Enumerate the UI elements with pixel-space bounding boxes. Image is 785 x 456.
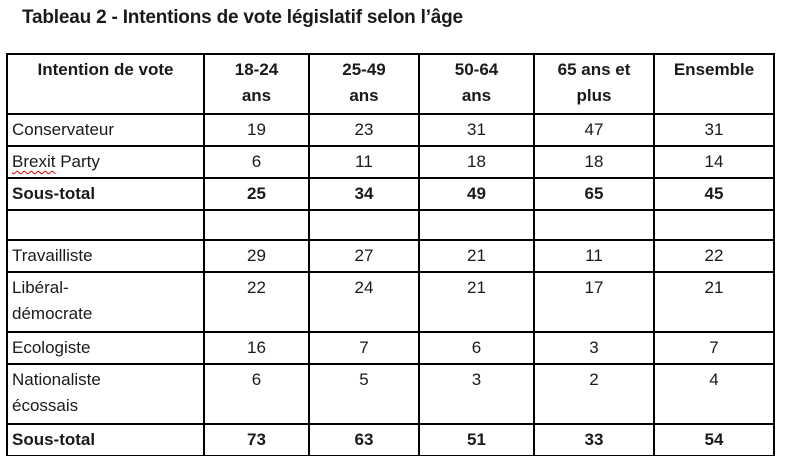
- table-cell: 25: [203, 177, 310, 211]
- column-header-intention: Intention de vote: [6, 53, 205, 115]
- header-row: Intention de vote 18-24 ans 25-49 ans 50…: [6, 53, 775, 115]
- header-line1: 50-64: [454, 60, 499, 79]
- table-cell: 27: [308, 239, 420, 273]
- empty-cell: [533, 209, 655, 241]
- table-cell: 21: [653, 271, 775, 333]
- row-label-brexit-party: Brexit Party: [6, 145, 205, 179]
- row-label-liberal-democrate: Libéral- démocrate: [6, 271, 205, 333]
- row-label-sous-total: Sous-total: [6, 423, 205, 456]
- table-cell: 21: [418, 271, 535, 333]
- column-header-65-plus: 65 ans et plus: [533, 53, 655, 115]
- empty-cell: [653, 209, 775, 241]
- table-cell: 2: [533, 363, 655, 425]
- table-cell: 3: [418, 363, 535, 425]
- header-line2: ans: [349, 86, 379, 105]
- table-row-ecologiste: Ecologiste 16 7 6 3 7: [6, 331, 775, 365]
- table-cell: 33: [533, 423, 655, 456]
- table-cell: 31: [418, 113, 535, 147]
- table-cell: 3: [533, 331, 655, 365]
- label-line1: Nationaliste: [12, 370, 101, 389]
- table-row-liberal-democrate: Libéral- démocrate 22 24 21 17 21: [6, 271, 775, 333]
- table-cell: 11: [308, 145, 420, 179]
- row-label-nationaliste-ecossais: Nationaliste écossais: [6, 363, 205, 425]
- table-row-sous-total-droite: Sous-total 25 34 49 65 45: [6, 177, 775, 211]
- table-cell: 29: [203, 239, 310, 273]
- table-cell: 63: [308, 423, 420, 456]
- table-title: Tableau 2 - Intentions de vote législati…: [22, 7, 463, 28]
- table-cell: 5: [308, 363, 420, 425]
- table-row-nationaliste-ecossais: Nationaliste écossais 6 5 3 2 4: [6, 363, 775, 425]
- table-cell: 21: [418, 239, 535, 273]
- table-cell: 4: [653, 363, 775, 425]
- column-header-50-64: 50-64 ans: [418, 53, 535, 115]
- table-cell: 7: [308, 331, 420, 365]
- table-row-travailliste: Travailliste 29 27 21 11 22: [6, 239, 775, 273]
- table-cell: 22: [203, 271, 310, 333]
- table-row-sous-total-gauche: Sous-total 73 63 51 33 54: [6, 423, 775, 456]
- row-label-ecologiste: Ecologiste: [6, 331, 205, 365]
- table-cell: 73: [203, 423, 310, 456]
- table-row-conservateur: Conservateur 19 23 31 47 31: [6, 113, 775, 147]
- table-cell: 54: [653, 423, 775, 456]
- table-row-empty: [6, 209, 775, 241]
- table-cell: 65: [533, 177, 655, 211]
- header-line1: Ensemble: [673, 60, 755, 79]
- column-header-25-49: 25-49 ans: [308, 53, 420, 115]
- table-cell: 45: [653, 177, 775, 211]
- header-line2: ans: [241, 86, 272, 105]
- table-cell: 51: [418, 423, 535, 456]
- table-cell: 34: [308, 177, 420, 211]
- header-line1: 25-49: [342, 60, 386, 79]
- row-label-conservateur: Conservateur: [6, 113, 205, 147]
- label-line2: écossais: [12, 396, 79, 415]
- table-cell: 23: [308, 113, 420, 147]
- header-line1: 65 ans et: [557, 60, 631, 79]
- table-cell: 19: [203, 113, 310, 147]
- table-cell: 24: [308, 271, 420, 333]
- table-cell: 6: [203, 363, 310, 425]
- vote-intentions-table: Intention de vote 18-24 ans 25-49 ans 50…: [6, 53, 775, 456]
- row-label-travailliste: Travailliste: [6, 239, 205, 273]
- table-cell: 22: [653, 239, 775, 273]
- table-cell: 16: [203, 331, 310, 365]
- row-label-rest: Party: [55, 152, 100, 171]
- table-cell: 6: [203, 145, 310, 179]
- table-cell: 18: [418, 145, 535, 179]
- table-cell: 7: [653, 331, 775, 365]
- label-line1: Libéral-: [12, 278, 69, 297]
- misspelled-word: Brexit: [12, 152, 56, 171]
- table-cell: 14: [653, 145, 775, 179]
- empty-cell: [6, 209, 205, 241]
- table-row-brexit-party: Brexit Party 6 11 18 18 14: [6, 145, 775, 179]
- table-cell: 17: [533, 271, 655, 333]
- table-cell: 18: [533, 145, 655, 179]
- empty-cell: [418, 209, 535, 241]
- table-cell: 47: [533, 113, 655, 147]
- label-line2: démocrate: [12, 304, 93, 323]
- empty-cell: [203, 209, 310, 241]
- table-cell: 6: [418, 331, 535, 365]
- header-line2: plus: [576, 86, 612, 105]
- column-header-18-24: 18-24 ans: [203, 53, 310, 115]
- empty-cell: [308, 209, 420, 241]
- table-cell: 11: [533, 239, 655, 273]
- table-cell: 49: [418, 177, 535, 211]
- header-line2: ans: [461, 86, 492, 105]
- row-label-sous-total: Sous-total: [6, 177, 205, 211]
- table-cell: 31: [653, 113, 775, 147]
- column-header-ensemble: Ensemble: [653, 53, 775, 115]
- header-line1: 18-24: [234, 60, 279, 79]
